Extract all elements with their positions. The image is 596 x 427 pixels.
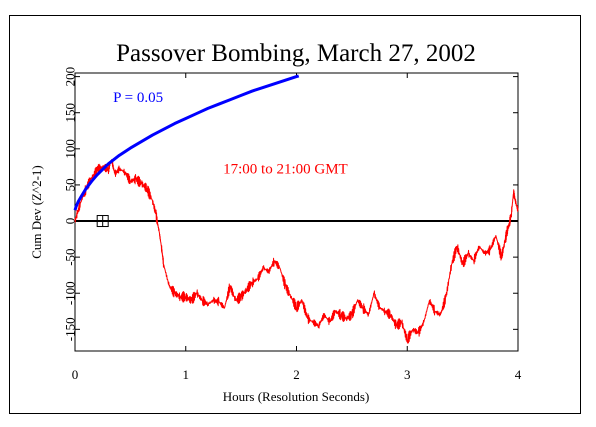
p05-envelope-line (73, 74, 300, 211)
marker-layer (96, 215, 109, 228)
y-tick-label: 200 (63, 67, 78, 87)
annotation-p05: P = 0.05 (113, 90, 163, 106)
x-tick-label: 1 (183, 367, 190, 382)
chart-frame (9, 15, 581, 414)
annotation-time-range: 17:00 to 21:00 GMT (223, 161, 348, 177)
x-tick-label: 2 (293, 367, 300, 382)
annotation-layer: P = 0.05 17:00 to 21:00 GMT (113, 90, 348, 177)
y-tick-label: 50 (63, 178, 78, 191)
y-tick-label: -100 (63, 281, 78, 305)
axis-tick-labels: -150 -100 -50 0 50 100 150 200 0 1 2 3 4 (63, 67, 522, 382)
y-tick-label: 150 (63, 103, 78, 123)
x-tick-label: 4 (515, 367, 522, 382)
data-series-line (74, 159, 519, 344)
y-tick-label: -50 (63, 248, 78, 265)
y-tick-label: -150 (63, 317, 78, 341)
x-axis-label: Hours (Resolution Seconds) (223, 389, 370, 404)
y-tick-label: 0 (63, 218, 78, 225)
y-axis-label-wrap: Cum Dev (Z^2-1) (29, 165, 44, 258)
series-layer (73, 74, 519, 344)
y-tick-label: 100 (63, 139, 78, 159)
chart-title: Passover Bombing, March 27, 2002 (116, 40, 476, 67)
y-axis-label: Cum Dev (Z^2-1) (29, 165, 44, 258)
x-tick-label: 0 (72, 367, 79, 382)
x-tick-label: 3 (404, 367, 411, 382)
